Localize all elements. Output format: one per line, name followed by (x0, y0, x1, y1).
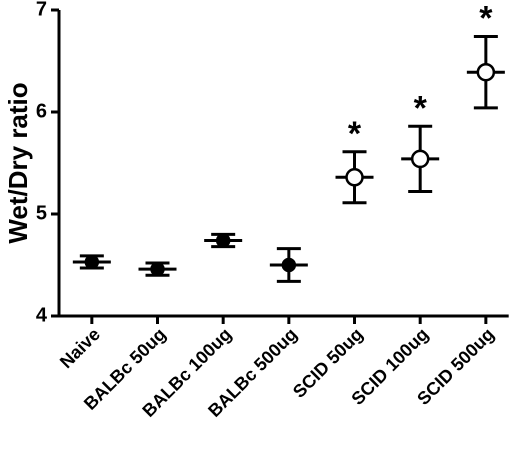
point (281, 257, 297, 273)
point (410, 149, 430, 169)
point (476, 62, 496, 82)
point (215, 233, 231, 248)
point (84, 254, 100, 270)
y-axis-label: Wet/Dry ratio (3, 82, 33, 243)
x-tick-label: Naive (56, 324, 104, 372)
y-tick-label: 6 (36, 100, 47, 122)
y-tick-label: 7 (36, 0, 47, 20)
point (150, 261, 165, 277)
point (345, 168, 364, 187)
significance-label: * (348, 115, 362, 153)
significance-label: * (479, 0, 493, 38)
y-tick-label: 5 (36, 202, 47, 224)
y-tick-label: 4 (36, 304, 48, 326)
significance-label: * (414, 89, 428, 127)
